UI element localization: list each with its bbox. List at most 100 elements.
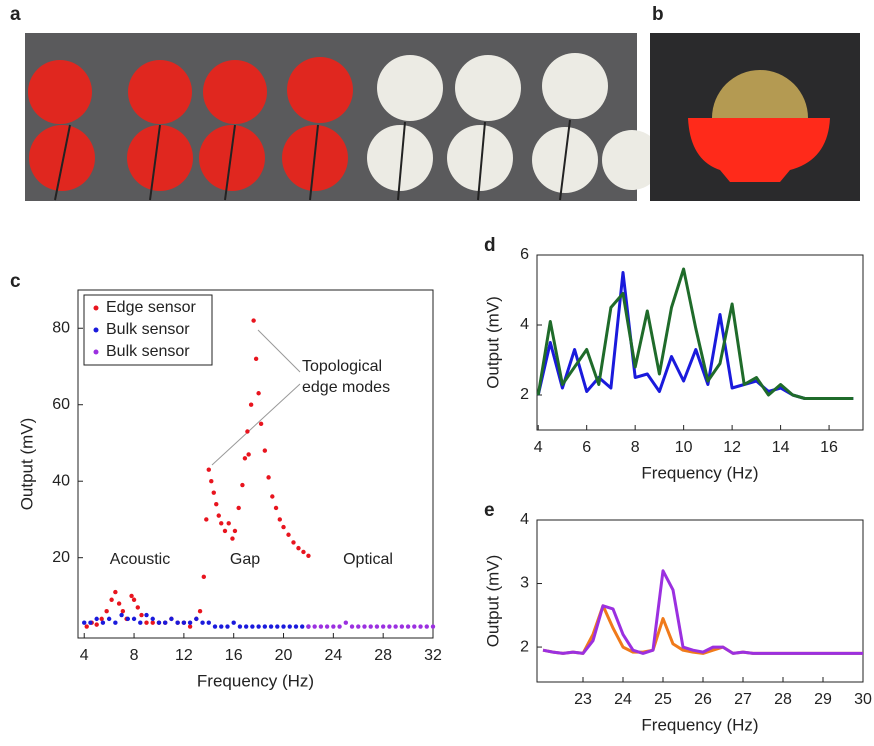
data-point bbox=[369, 624, 373, 628]
data-point bbox=[275, 624, 279, 628]
data-point bbox=[223, 529, 227, 533]
data-point bbox=[151, 621, 155, 625]
data-point bbox=[136, 605, 140, 609]
x-tick-label: 25 bbox=[654, 691, 672, 708]
data-point bbox=[188, 621, 192, 625]
data-point bbox=[138, 621, 142, 625]
y-tick-label: 4 bbox=[520, 316, 529, 333]
x-tick-label: 6 bbox=[582, 439, 591, 456]
x-tick-label: 27 bbox=[734, 691, 752, 708]
data-line bbox=[538, 273, 853, 399]
x-tick-label: 23 bbox=[574, 691, 592, 708]
data-point bbox=[412, 624, 416, 628]
data-point bbox=[254, 357, 258, 361]
data-point bbox=[212, 490, 216, 494]
x-axis-label: Frequency (Hz) bbox=[641, 463, 758, 482]
data-point bbox=[300, 624, 304, 628]
data-point bbox=[132, 598, 136, 602]
data-point bbox=[204, 517, 208, 521]
data-point bbox=[337, 624, 341, 628]
data-point bbox=[94, 617, 98, 621]
data-point bbox=[425, 624, 429, 628]
data-point bbox=[356, 624, 360, 628]
x-tick-label: 8 bbox=[631, 439, 640, 456]
data-point bbox=[99, 617, 103, 621]
data-point bbox=[240, 483, 244, 487]
x-tick-label: 14 bbox=[772, 439, 790, 456]
data-point bbox=[194, 617, 198, 621]
data-point bbox=[350, 624, 354, 628]
data-point bbox=[249, 403, 253, 407]
data-point bbox=[256, 624, 260, 628]
y-tick-label: 2 bbox=[520, 386, 529, 403]
x-tick-label: 4 bbox=[534, 439, 543, 456]
data-point bbox=[207, 621, 211, 625]
data-point bbox=[238, 624, 242, 628]
data-point bbox=[169, 617, 173, 621]
x-axis-label: Frequency (Hz) bbox=[641, 715, 758, 734]
y-axis-label: Output (mV) bbox=[17, 418, 36, 511]
panel-label: d bbox=[484, 235, 496, 256]
data-point bbox=[232, 621, 236, 625]
x-axis-label: Frequency (Hz) bbox=[197, 671, 314, 690]
data-point bbox=[207, 468, 211, 472]
data-point bbox=[256, 391, 260, 395]
data-point bbox=[375, 624, 379, 628]
data-point bbox=[213, 624, 217, 628]
data-point bbox=[263, 448, 267, 452]
data-point bbox=[270, 494, 274, 498]
annotation: Acoustic bbox=[110, 551, 170, 568]
legend-label: Bulk sensor bbox=[106, 343, 190, 360]
x-tick-label: 10 bbox=[675, 439, 693, 456]
x-tick-label: 20 bbox=[275, 647, 293, 664]
data-point bbox=[104, 609, 108, 613]
data-point bbox=[101, 621, 105, 625]
data-point bbox=[126, 617, 130, 621]
data-line bbox=[538, 269, 853, 399]
data-point bbox=[250, 624, 254, 628]
x-tick-label: 24 bbox=[614, 691, 632, 708]
annotation: edge modes bbox=[302, 379, 390, 396]
figure: a b c4812162024283220406080Fre bbox=[0, 0, 874, 746]
y-tick-label: 20 bbox=[52, 549, 70, 566]
y-tick-label: 4 bbox=[520, 511, 529, 528]
data-point bbox=[245, 429, 249, 433]
data-point bbox=[200, 621, 204, 625]
x-tick-label: 26 bbox=[694, 691, 712, 708]
x-tick-label: 12 bbox=[175, 647, 193, 664]
x-tick-label: 29 bbox=[814, 691, 832, 708]
data-point bbox=[406, 624, 410, 628]
x-tick-label: 16 bbox=[225, 647, 243, 664]
photo-b bbox=[650, 33, 860, 201]
data-point bbox=[251, 318, 255, 322]
data-point bbox=[286, 533, 290, 537]
data-point bbox=[129, 594, 133, 598]
legend-marker bbox=[94, 350, 99, 355]
data-point bbox=[139, 613, 143, 617]
data-point bbox=[344, 621, 348, 625]
data-point bbox=[121, 609, 125, 613]
data-point bbox=[209, 479, 213, 483]
data-point bbox=[85, 624, 89, 628]
data-point bbox=[163, 621, 167, 625]
data-point bbox=[278, 517, 282, 521]
data-point bbox=[306, 554, 310, 558]
data-point bbox=[188, 624, 192, 628]
data-line bbox=[543, 606, 863, 654]
data-point bbox=[259, 422, 263, 426]
data-point bbox=[418, 624, 422, 628]
data-point bbox=[107, 617, 111, 621]
data-point bbox=[400, 624, 404, 628]
data-point bbox=[243, 456, 247, 460]
data-point bbox=[291, 540, 295, 544]
annotation: Topological bbox=[302, 358, 382, 375]
data-point bbox=[109, 598, 113, 602]
data-point bbox=[387, 624, 391, 628]
x-tick-label: 8 bbox=[130, 647, 139, 664]
data-point bbox=[225, 624, 229, 628]
data-point bbox=[233, 529, 237, 533]
data-point bbox=[266, 475, 270, 479]
legend-label: Edge sensor bbox=[106, 299, 197, 316]
data-point bbox=[296, 546, 300, 550]
data-point bbox=[117, 601, 121, 605]
